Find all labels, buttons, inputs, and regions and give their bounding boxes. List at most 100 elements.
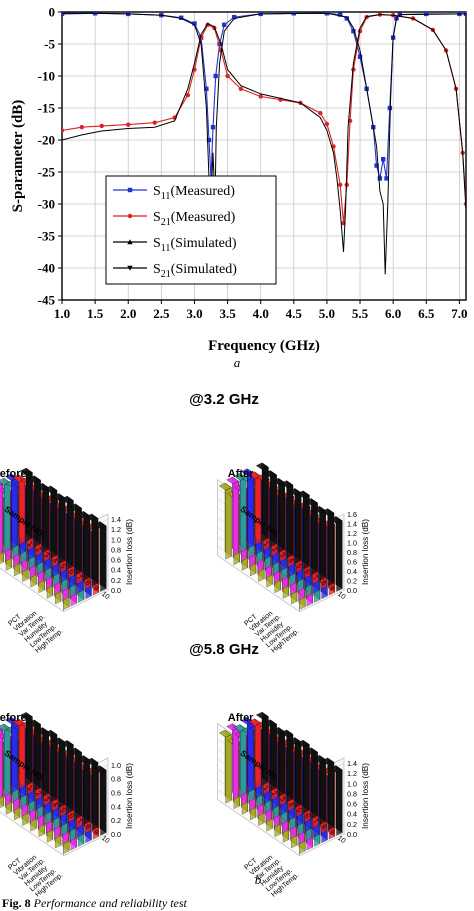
sample-tick-label: 8: [84, 579, 91, 587]
bar-top: [218, 482, 232, 491]
sample-tick-label: 1: [26, 784, 33, 792]
x-tick-label: 2.0: [120, 306, 136, 321]
data-point: [384, 176, 389, 181]
sample-tick-label: 9: [92, 829, 99, 837]
bar-3d: [305, 498, 318, 576]
bar-3d: [321, 757, 335, 831]
x-tick-label: 2.5: [153, 306, 170, 321]
bar-top: [93, 521, 107, 529]
data-point: [185, 93, 191, 98]
z-tick-label: 1.4: [347, 520, 357, 529]
bar-chart-subtitle: @5.8 GHz: [189, 641, 259, 658]
bar-3d: [226, 476, 240, 556]
bar-3d: [0, 727, 4, 799]
sample-tick-label: 6: [303, 812, 310, 820]
bar-3d: [241, 468, 254, 549]
z-grid-line: [0, 567, 109, 612]
sample-tick-label: 8: [320, 823, 327, 831]
bar-3d: [255, 462, 269, 542]
bar-top: [321, 757, 335, 766]
bar-3d: [272, 477, 286, 553]
data-point: [206, 137, 212, 143]
bar-side: [42, 731, 49, 797]
series-2: [62, 12, 466, 275]
bar-3d: [52, 737, 66, 808]
data-point: [374, 163, 379, 168]
x-tick-label: 5.5: [352, 306, 369, 321]
x-tick-label: 1.0: [54, 306, 70, 321]
bar-side: [278, 731, 285, 797]
data-point: [337, 12, 343, 17]
x-tick-label: 6.5: [418, 306, 435, 321]
z-tick-label: 1.6: [347, 510, 357, 519]
sample-tick-label: 4: [287, 557, 294, 565]
bar-top: [329, 516, 343, 524]
sparameter-chart: 1.0 1.5 2.0 2.5 3.0 3.5 4.0 4.5 5.0 5.5 6.0 6.5 7.0 0…: [10, 5, 468, 355]
sample-tick-label: 5: [59, 563, 66, 571]
z-grid-line: [217, 799, 345, 856]
sample-tick-label: 2: [34, 546, 41, 554]
bar-3d: [321, 508, 335, 587]
bar-top: [264, 470, 277, 478]
bar-3d: [329, 516, 343, 592]
z-axis-label: Insertion loss (dB): [361, 519, 370, 585]
bar-side: [295, 741, 302, 808]
bar-3d: [248, 718, 262, 790]
data-point: [231, 14, 237, 20]
bar-3d: [233, 724, 247, 797]
bar-top: [93, 765, 107, 774]
panel-title: After: [228, 468, 254, 480]
bar-top: [85, 757, 99, 766]
bar-3d: [0, 723, 11, 797]
bar-side: [311, 751, 318, 820]
z-tick-label: 1.2: [347, 769, 357, 778]
bar-3d: [69, 503, 82, 576]
caption-text: Performance and reliability test: [33, 896, 187, 910]
sample-tick-label: 9: [328, 585, 335, 593]
data-point: [127, 239, 133, 245]
bar-top: [44, 729, 58, 738]
sample-tick-label: 1: [262, 540, 269, 548]
caption-prefix: Fig. 8: [2, 896, 31, 910]
bar-3d: [305, 747, 318, 820]
bar-top: [305, 498, 318, 506]
bar-side: [303, 494, 310, 570]
bar-top: [305, 747, 318, 756]
series-line: [62, 12, 466, 179]
bar-3d: [288, 488, 302, 564]
z-tick-label: 0.4: [111, 566, 121, 575]
data-point: [225, 73, 230, 79]
bar-3d: [313, 755, 327, 825]
bar-side: [0, 729, 3, 799]
bar-side: [83, 515, 90, 581]
data-point: [381, 157, 386, 162]
bar-side: [240, 728, 247, 797]
bar-3d: [52, 493, 66, 564]
bar-side: [100, 525, 107, 592]
sample-tick-label: 10: [336, 591, 347, 601]
bar-top: [60, 495, 74, 504]
bar-top: [280, 729, 294, 738]
x-tick-label: 7.0: [451, 306, 467, 321]
legend-entry: S21(Simulated): [153, 262, 237, 280]
panel-title: Before: [0, 468, 27, 480]
legend-box: [105, 175, 277, 285]
data-point: [62, 12, 65, 17]
bar-3d: [60, 495, 74, 570]
bar-top: [218, 729, 232, 738]
z-tick-label: 1.0: [347, 539, 357, 548]
bar-top: [329, 765, 343, 773]
sample-tick-label: 2: [270, 546, 277, 554]
bar-3d: [36, 727, 50, 797]
bar-top: [255, 711, 269, 720]
bar-3d: [0, 477, 11, 553]
bar-3d: [85, 757, 99, 831]
sample-tick-label: 2: [270, 790, 277, 798]
bar-3d: [85, 513, 99, 587]
data-point: [127, 213, 133, 219]
data-point: [62, 128, 65, 133]
bar-3d: [36, 483, 50, 553]
sample-tick-label: 7: [311, 574, 318, 582]
data-point: [318, 110, 323, 116]
